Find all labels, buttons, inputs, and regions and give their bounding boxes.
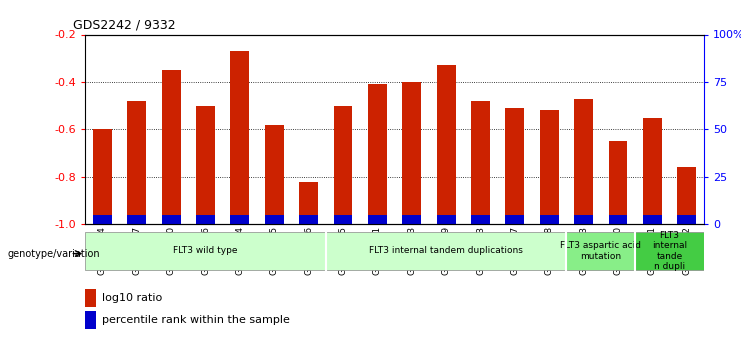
- Bar: [265, 215, 284, 224]
- Bar: [677, 167, 697, 224]
- Bar: [635, 232, 704, 270]
- Bar: [326, 232, 566, 270]
- Bar: [127, 215, 146, 224]
- Bar: [608, 215, 628, 224]
- Bar: [471, 215, 490, 224]
- Bar: [196, 106, 215, 224]
- Text: log10 ratio: log10 ratio: [102, 293, 162, 303]
- Text: FLT3
internal
tande
n dupli: FLT3 internal tande n dupli: [652, 231, 687, 271]
- Bar: [333, 215, 353, 224]
- Bar: [162, 215, 181, 224]
- Bar: [85, 232, 326, 270]
- Bar: [402, 215, 421, 224]
- Bar: [539, 110, 559, 224]
- Bar: [402, 82, 421, 224]
- Bar: [85, 311, 96, 329]
- Bar: [608, 141, 628, 224]
- Bar: [265, 125, 284, 224]
- Bar: [368, 84, 387, 224]
- Bar: [539, 215, 559, 224]
- Bar: [230, 51, 250, 224]
- Bar: [333, 106, 353, 224]
- Bar: [93, 215, 112, 224]
- Bar: [436, 215, 456, 224]
- Bar: [574, 99, 593, 224]
- Bar: [677, 215, 697, 224]
- Bar: [85, 288, 96, 306]
- Bar: [162, 70, 181, 224]
- Bar: [230, 215, 250, 224]
- Text: FLT3 wild type: FLT3 wild type: [173, 246, 238, 256]
- Bar: [566, 232, 635, 270]
- Bar: [368, 215, 387, 224]
- Text: genotype/variation: genotype/variation: [7, 249, 100, 258]
- Bar: [299, 215, 318, 224]
- Bar: [643, 118, 662, 224]
- Text: percentile rank within the sample: percentile rank within the sample: [102, 315, 290, 325]
- Bar: [643, 215, 662, 224]
- Bar: [299, 181, 318, 224]
- Bar: [471, 101, 490, 224]
- Bar: [574, 215, 593, 224]
- Bar: [436, 65, 456, 224]
- Text: FLT3 internal tandem duplications: FLT3 internal tandem duplications: [369, 246, 523, 256]
- Bar: [196, 215, 215, 224]
- Text: GDS2242 / 9332: GDS2242 / 9332: [73, 19, 176, 32]
- Bar: [505, 215, 525, 224]
- Bar: [93, 129, 112, 224]
- Bar: [127, 101, 146, 224]
- Bar: [505, 108, 525, 224]
- Text: FLT3 aspartic acid
mutation: FLT3 aspartic acid mutation: [560, 241, 641, 261]
